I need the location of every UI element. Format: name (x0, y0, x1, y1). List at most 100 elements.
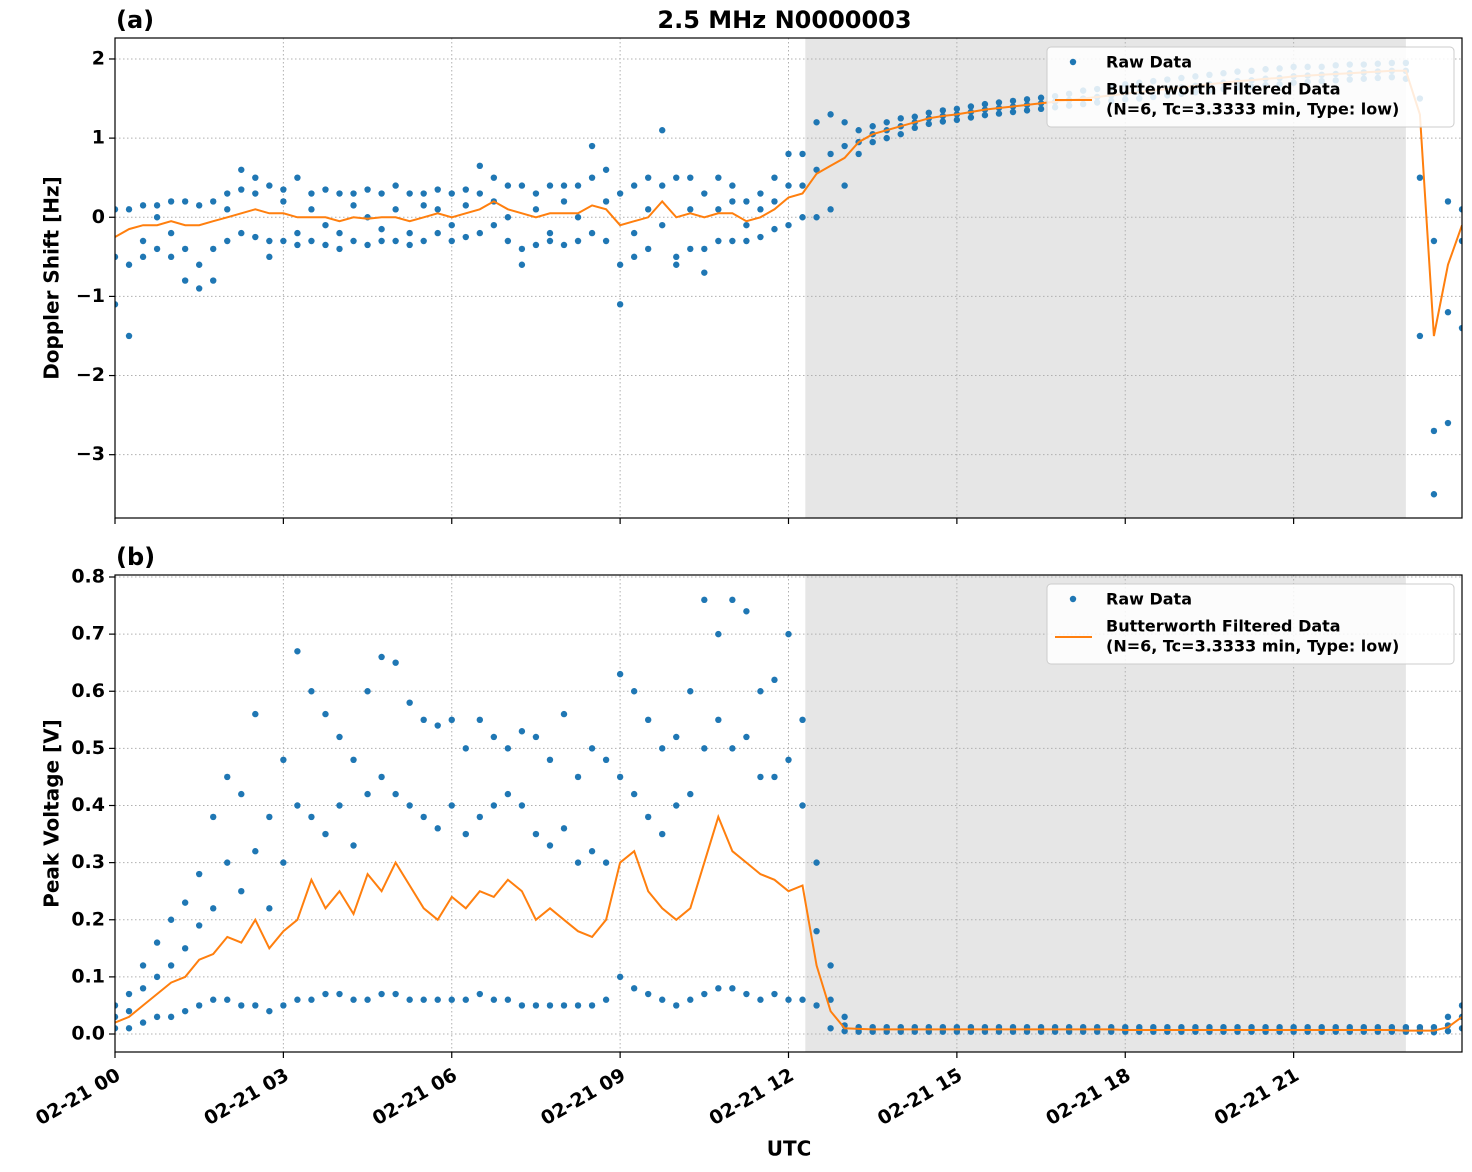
raw-point (406, 190, 413, 197)
raw-point (546, 182, 554, 189)
raw-point (139, 1019, 147, 1026)
x-tick-label: 02-21 03 (200, 1064, 292, 1130)
raw-point (771, 225, 778, 233)
raw-point (560, 198, 568, 205)
x-axis-label: UTC (767, 1137, 812, 1161)
raw-point (1458, 1025, 1462, 1032)
raw-point (687, 206, 694, 213)
raw-point (757, 190, 764, 197)
raw-point (785, 221, 792, 229)
raw-point (743, 237, 750, 245)
raw-point (378, 190, 385, 197)
raw-point (574, 859, 582, 866)
raw-point (238, 186, 245, 193)
raw-point (771, 773, 778, 781)
raw-point (448, 221, 455, 229)
raw-point (602, 166, 610, 173)
raw-point (181, 1007, 189, 1015)
raw-point (448, 996, 455, 1003)
raw-point (588, 174, 596, 181)
raw-point (659, 830, 666, 838)
raw-point (869, 123, 876, 130)
raw-point (518, 802, 526, 809)
raw-point (139, 253, 147, 261)
raw-point (715, 174, 722, 181)
raw-point (280, 237, 287, 245)
raw-point (462, 233, 469, 241)
raw-point (125, 261, 133, 268)
raw-point (294, 648, 301, 655)
raw-point (476, 190, 484, 197)
raw-point (181, 945, 189, 952)
raw-point (115, 1025, 119, 1032)
raw-point (813, 166, 820, 173)
raw-point (687, 245, 694, 253)
raw-point (687, 688, 694, 695)
raw-point (181, 245, 189, 253)
legend-label: (N=6, Tc=3.3333 min, Type: low) (1106, 100, 1399, 119)
raw-point (434, 206, 441, 213)
raw-point (336, 190, 343, 197)
raw-point (364, 241, 371, 249)
raw-point (546, 229, 554, 237)
raw-point (1023, 96, 1031, 103)
raw-point (224, 206, 231, 213)
raw-point (266, 813, 273, 821)
raw-point (630, 253, 638, 261)
raw-point (715, 630, 722, 638)
raw-point (1416, 174, 1424, 181)
raw-point (308, 206, 315, 213)
legend-label: (N=6, Tc=3.3333 min, Type: low) (1106, 637, 1399, 656)
raw-point (266, 253, 273, 261)
raw-point (294, 241, 301, 249)
raw-point (757, 206, 764, 213)
raw-point (630, 688, 638, 695)
raw-point (252, 710, 259, 718)
y-tick-label: 0.2 (71, 908, 105, 930)
raw-point (644, 206, 652, 213)
raw-point (406, 699, 413, 706)
raw-point (167, 198, 175, 205)
raw-point (715, 237, 722, 245)
raw-point (911, 124, 918, 132)
raw-point (350, 996, 357, 1003)
raw-point (841, 119, 848, 126)
raw-point (925, 109, 933, 116)
raw-point (827, 111, 834, 118)
raw-point (266, 1007, 273, 1015)
raw-point (1037, 94, 1045, 101)
raw-point (588, 229, 596, 237)
raw-point (701, 990, 708, 998)
legend-marker (1069, 595, 1077, 603)
raw-point (799, 996, 806, 1003)
raw-point (125, 1007, 133, 1015)
raw-point (967, 103, 975, 110)
raw-point (504, 182, 512, 189)
raw-point (827, 996, 834, 1003)
raw-point (630, 229, 638, 237)
raw-point (673, 1002, 680, 1009)
raw-point (139, 985, 147, 992)
raw-point (322, 186, 329, 193)
x-tick-label: 02-21 12 (705, 1064, 797, 1130)
raw-point (785, 756, 792, 764)
raw-point (280, 859, 287, 866)
raw-point (125, 206, 133, 213)
raw-point (574, 214, 582, 221)
raw-point (925, 120, 933, 128)
raw-point (1009, 97, 1017, 105)
legend-box (1046, 583, 1455, 665)
raw-point (644, 716, 652, 724)
raw-point (560, 241, 568, 249)
raw-point (827, 150, 834, 158)
raw-point (336, 733, 343, 741)
raw-point (518, 261, 526, 268)
raw-point (813, 214, 820, 221)
raw-point (280, 198, 287, 205)
legend-marker (1069, 58, 1077, 66)
raw-point (167, 962, 175, 969)
raw-point (827, 962, 834, 969)
raw-point (476, 990, 484, 998)
raw-point (336, 990, 343, 998)
raw-point (181, 198, 189, 205)
